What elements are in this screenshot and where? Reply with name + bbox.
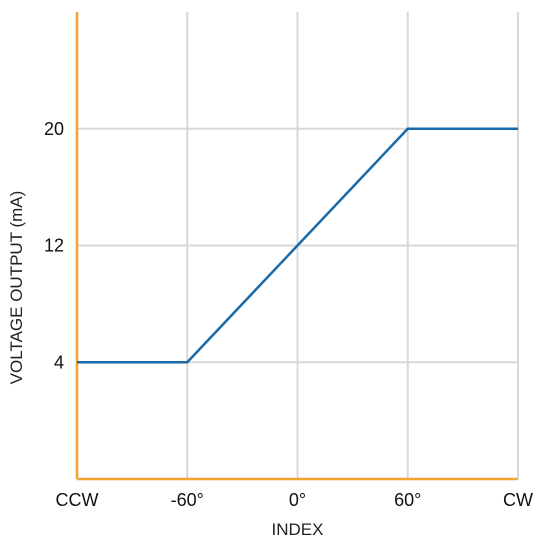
x-tick-label: -60° [171,490,204,510]
y-tick-label: 12 [44,236,64,256]
series [77,127,518,364]
x-axis-title: INDEX [272,520,324,539]
axes [75,12,518,481]
y-tick-label: 20 [44,119,64,139]
x-tick-labels: CCW -60° 0° 60° CW [56,490,534,510]
y-axis-title: VOLTAGE OUTPUT (mA) [7,191,26,385]
series-line [77,127,518,364]
x-tick-label: 60° [394,490,421,510]
x-tick-label: CW [503,490,533,510]
x-tick-label: CCW [56,490,99,510]
x-tick-label: 0° [289,490,306,510]
y-tick-label: 4 [54,352,64,372]
y-tick-labels: 4 12 20 [44,119,64,373]
